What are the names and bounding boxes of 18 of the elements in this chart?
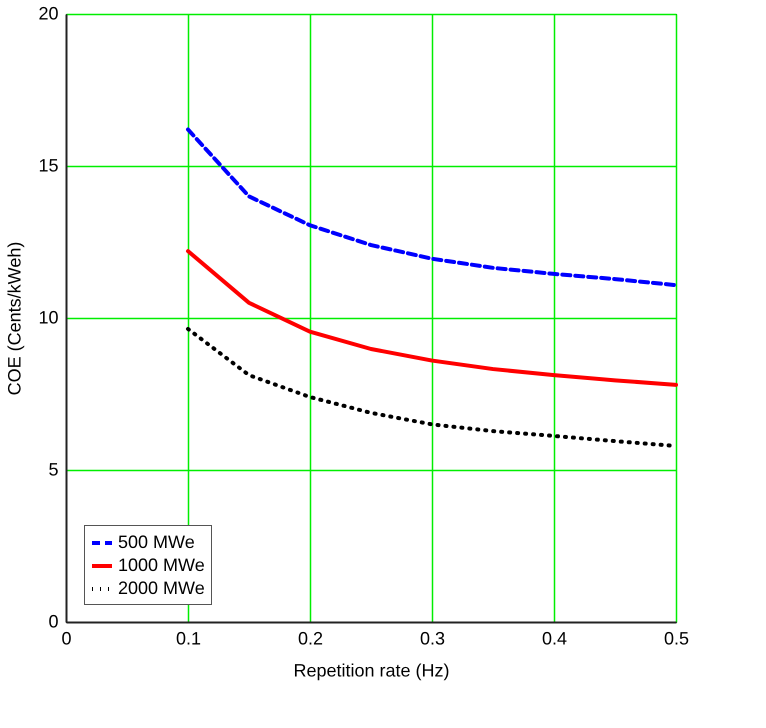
x-axis-title: Repetition rate (Hz) — [293, 660, 450, 680]
x-tick-label: 0.4 — [542, 628, 568, 648]
x-tick-label: 0.3 — [420, 628, 446, 648]
line-series — [186, 249, 678, 387]
x-tick-label: 0.5 — [664, 628, 690, 648]
x-tick-label: 0 — [61, 628, 72, 648]
line-series — [186, 128, 678, 288]
legend-label: 500 MWe — [118, 532, 195, 552]
legend-label: 2000 MWe — [118, 578, 205, 598]
y-tick-label: 15 — [38, 156, 58, 176]
y-tick-label: 10 — [38, 308, 58, 328]
y-tick-label: 0 — [48, 612, 58, 632]
y-tick-label: 20 — [38, 4, 58, 24]
y-axis-title: COE (Cents/kWeh) — [4, 242, 24, 396]
y-tick-label: 5 — [48, 460, 58, 480]
x-tick-label: 0.1 — [176, 628, 202, 648]
x-tick-label: 0.2 — [298, 628, 324, 648]
legend-label: 1000 MWe — [118, 555, 205, 575]
